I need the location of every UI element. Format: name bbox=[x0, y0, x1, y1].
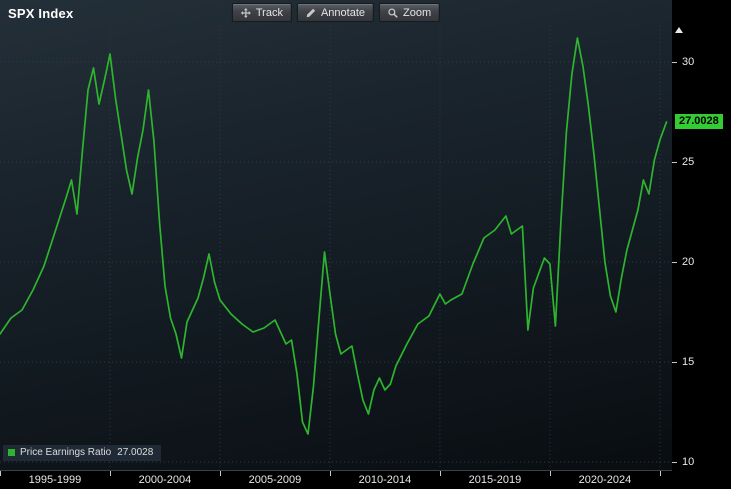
last-price-badge: 27.0028 bbox=[675, 113, 723, 129]
y-tick-mark bbox=[672, 61, 677, 63]
y-axis-tick: 20 bbox=[672, 256, 694, 268]
x-axis-label: 2010-2014 bbox=[358, 474, 412, 486]
annotate-pencil-icon bbox=[306, 8, 316, 18]
x-axis[interactable]: 1995-1999 2000-2004 2005-2009 2010-2014 2015… bbox=[0, 470, 672, 489]
y-tick-label: 10 bbox=[682, 456, 695, 468]
chart-title: SPX Index bbox=[8, 6, 74, 21]
y-axis-tick: 10 bbox=[672, 456, 694, 468]
annotate-button-label: Annotate bbox=[320, 6, 366, 19]
x-tick-mark bbox=[549, 471, 551, 476]
x-axis-label: 2000-2004 bbox=[138, 474, 192, 486]
y-tick-mark bbox=[672, 261, 677, 263]
legend[interactable]: Price Earnings Ratio 27.0028 bbox=[3, 445, 162, 461]
x-tick-mark bbox=[109, 471, 111, 476]
y-axis-tick: 25 bbox=[672, 156, 694, 168]
y-tick-label: 20 bbox=[682, 256, 695, 268]
track-crosshair-icon bbox=[240, 7, 251, 18]
price-earnings-line-chart[interactable] bbox=[0, 26, 672, 470]
x-axis-label: 2015-2019 bbox=[468, 474, 522, 486]
zoom-magnifier-icon bbox=[388, 7, 398, 18]
y-tick-mark bbox=[672, 461, 677, 463]
y-tick-mark bbox=[672, 361, 677, 363]
chart-toolbar: Track Annotate Zoom bbox=[231, 3, 441, 22]
x-tick-mark bbox=[219, 471, 221, 476]
track-button-label: Track bbox=[255, 6, 283, 19]
zoom-button[interactable]: Zoom bbox=[379, 3, 441, 22]
y-axis-tick: 15 bbox=[672, 356, 694, 368]
y-axis-tick: 30 bbox=[672, 56, 694, 68]
series-color-swatch bbox=[8, 449, 15, 456]
y-axis[interactable]: 10 15 20 25 30 bbox=[672, 0, 731, 489]
x-tick-mark bbox=[659, 471, 661, 476]
track-button[interactable]: Track bbox=[231, 3, 292, 22]
y-axis-scroll-up-arrow[interactable] bbox=[675, 27, 683, 33]
y-tick-label: 15 bbox=[682, 356, 695, 368]
y-tick-mark bbox=[672, 161, 677, 163]
chart-header: SPX Index Track bbox=[0, 0, 672, 26]
series-last-value: 27.0028 bbox=[117, 447, 154, 458]
y-tick-label: 25 bbox=[682, 156, 695, 168]
x-tick-mark bbox=[0, 471, 1, 476]
x-tick-mark bbox=[439, 471, 441, 476]
annotate-button[interactable]: Annotate bbox=[296, 3, 375, 22]
x-axis-label: 2020-2024 bbox=[578, 474, 632, 486]
x-axis-label: 2005-2009 bbox=[248, 474, 302, 486]
zoom-button-label: Zoom bbox=[403, 6, 432, 19]
x-axis-label: 1995-1999 bbox=[28, 474, 82, 486]
series-name-label: Price Earnings Ratio bbox=[20, 447, 112, 458]
x-tick-mark bbox=[329, 471, 331, 476]
y-tick-label: 30 bbox=[682, 56, 695, 68]
